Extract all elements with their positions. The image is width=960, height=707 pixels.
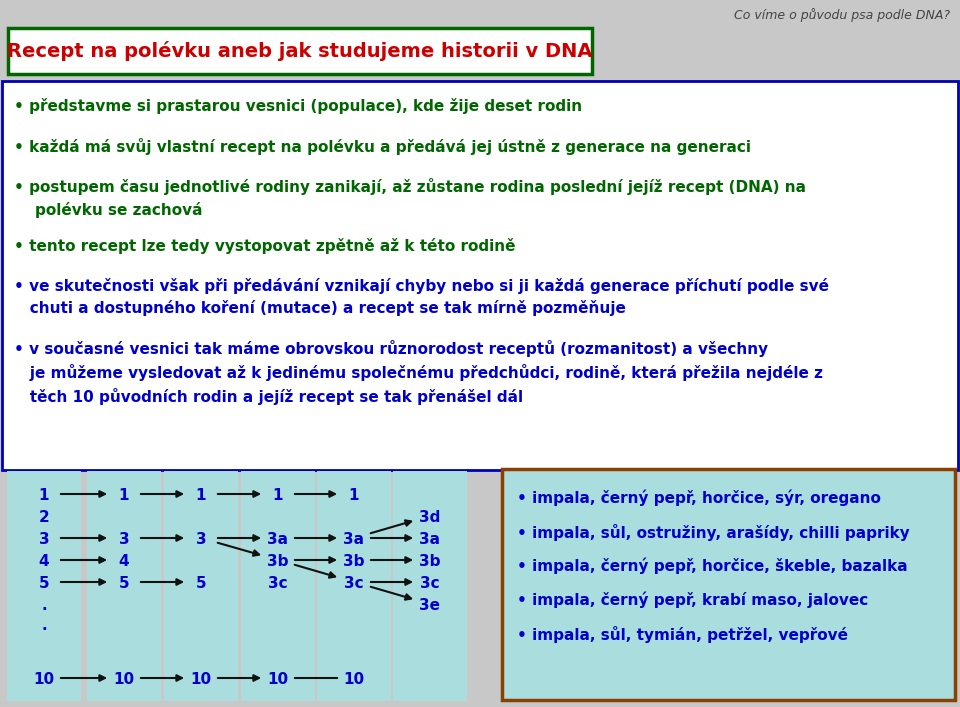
Text: 10: 10 (34, 672, 55, 687)
Text: 1: 1 (119, 488, 130, 503)
Text: 3a: 3a (344, 532, 365, 547)
Text: .: . (41, 618, 47, 633)
Text: 3c: 3c (420, 576, 440, 591)
Text: 1: 1 (348, 488, 359, 503)
Text: 3c: 3c (345, 576, 364, 591)
Text: 10: 10 (113, 672, 134, 687)
Text: 2: 2 (38, 510, 49, 525)
Text: 4: 4 (119, 554, 130, 569)
FancyBboxPatch shape (164, 471, 238, 701)
Text: 5: 5 (119, 576, 130, 591)
Text: • impala, černý pepř, krabí maso, jalovec: • impala, černý pepř, krabí maso, jalove… (517, 592, 868, 609)
Text: 3: 3 (38, 532, 49, 547)
Text: 3a: 3a (420, 532, 441, 547)
FancyBboxPatch shape (87, 471, 161, 701)
Text: 10: 10 (190, 672, 211, 687)
Text: 10: 10 (268, 672, 289, 687)
Text: • v současné vesnici tak máme obrovskou různorodost receptů (rozmanitost) a všec: • v současné vesnici tak máme obrovskou … (14, 340, 823, 405)
Text: 3: 3 (196, 532, 206, 547)
Text: 3b: 3b (344, 554, 365, 569)
Text: 10: 10 (344, 672, 365, 687)
Text: • impala, černý pepř, horčice, škeble, bazalka: • impala, černý pepř, horčice, škeble, b… (517, 558, 907, 575)
Text: • impala, sůl, tymián, petřžel, vepřové: • impala, sůl, tymián, petřžel, vepřové (517, 626, 848, 643)
Text: 5: 5 (196, 576, 206, 591)
FancyBboxPatch shape (502, 469, 955, 700)
Text: • každá má svůj vlastní recept na polévku a předává jej ústně z generace na gene: • každá má svůj vlastní recept na polévk… (14, 138, 751, 155)
FancyBboxPatch shape (317, 471, 391, 701)
Text: 3b: 3b (267, 554, 289, 569)
Text: 3b: 3b (420, 554, 441, 569)
Text: 3a: 3a (268, 532, 289, 547)
Text: 4: 4 (38, 554, 49, 569)
Text: 3c: 3c (268, 576, 288, 591)
Text: • impala, sůl, ostružiny, arašídy, chilli papriky: • impala, sůl, ostružiny, arašídy, chill… (517, 524, 910, 541)
FancyBboxPatch shape (241, 471, 315, 701)
Text: Recept na polévku aneb jak studujeme historii v DNA: Recept na polévku aneb jak studujeme his… (8, 41, 592, 61)
Text: Co víme o původu psa podle DNA?: Co víme o původu psa podle DNA? (734, 8, 950, 22)
Text: 1: 1 (273, 488, 283, 503)
Text: • ve skutečnosti však při předávání vznikají chyby nebo si ji každá generace pří: • ve skutečnosti však při předávání vzni… (14, 278, 829, 317)
Text: 1: 1 (38, 488, 49, 503)
Text: 5: 5 (38, 576, 49, 591)
Text: • představme si prastarou vesnici (populace), kde žije deset rodin: • představme si prastarou vesnici (popul… (14, 98, 582, 114)
Text: 3e: 3e (420, 598, 441, 613)
Text: • impala, černý pepř, horčice, sýr, oregano: • impala, černý pepř, horčice, sýr, oreg… (517, 490, 881, 506)
Text: • tento recept lze tedy vystopovat zpětně až k této rodině: • tento recept lze tedy vystopovat zpětn… (14, 238, 516, 254)
FancyBboxPatch shape (7, 471, 81, 701)
Text: 3d: 3d (420, 510, 441, 525)
Text: • postupem času jednotlivé rodiny zanikají, až zůstane rodina poslední jejíž rec: • postupem času jednotlivé rodiny zanika… (14, 178, 806, 218)
Text: .: . (41, 598, 47, 613)
FancyBboxPatch shape (393, 471, 467, 701)
Text: 3: 3 (119, 532, 130, 547)
FancyBboxPatch shape (2, 81, 958, 470)
Text: 1: 1 (196, 488, 206, 503)
FancyBboxPatch shape (8, 28, 592, 74)
